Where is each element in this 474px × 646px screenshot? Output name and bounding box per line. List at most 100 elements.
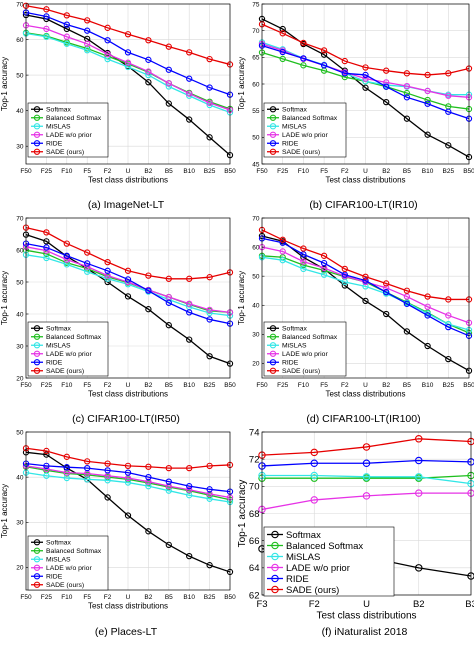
chart-svg-e: 20 30 40 50 F50 F25 F10 F5 F2 U B2 B5 B10 B25 B50 Test …	[0, 429, 236, 638]
x-axis-label: Test class distributions	[88, 602, 168, 611]
series-point-3	[145, 68, 152, 75]
series-point-3	[63, 256, 70, 263]
legend-swatch-marker-4	[269, 140, 277, 147]
series-point-1	[300, 62, 307, 69]
axes-box	[25, 431, 231, 591]
series-point-5	[310, 448, 319, 457]
x-tick-label: F3	[256, 599, 267, 610]
legend-label-5: SADE (ours)	[282, 149, 320, 156]
series-point-5	[124, 267, 132, 274]
series-point-5	[43, 229, 50, 236]
chart-panel-b: 45 50 55 60 65 70 75 F50 F25 F10 F5 F2 U B2 B5 B10 B25 B5…	[237, 0, 474, 219]
y-tick-label: 50	[252, 135, 260, 142]
series-point-5	[300, 39, 307, 47]
legend-label-1: Balanced Softmax	[46, 548, 102, 555]
series-point-0	[186, 116, 193, 123]
y-tick-label: 50	[252, 273, 260, 280]
series-point-4	[279, 48, 286, 56]
y-axis-label: Top-1 accuracy	[237, 271, 246, 325]
series-point-0	[43, 238, 50, 245]
x-tick-label: F25	[41, 594, 53, 601]
x-tick-label: U	[363, 599, 370, 610]
series-point-2	[124, 479, 132, 486]
series-point-4	[43, 462, 50, 470]
y-tick-label: 20	[16, 565, 24, 572]
series-point-5	[445, 296, 452, 303]
chart-panel-f: 62 64 66 68 70 72 74 F3 F2 U B2 B3 Test class distri…	[237, 427, 474, 646]
series-point-3	[415, 489, 423, 497]
series-point-0	[279, 25, 286, 33]
legend-label-3: LADE w/o prior	[46, 565, 92, 572]
x-axis-label: Test class distributions	[325, 176, 405, 185]
y-tick-label: 72	[249, 454, 260, 465]
legend-label-0: Softmax	[286, 530, 321, 541]
series-point-0	[445, 142, 452, 149]
legend-label-4: RIDE	[282, 141, 299, 148]
series-point-1	[279, 55, 286, 63]
chart-svg-b: 45 50 55 60 65 70 75 F50 F25 F10 F5 F2 U B2 B5 B10 B25 B5…	[237, 1, 474, 211]
chart-panel-a: 30 40 50 60 70 F50 F25 F10 F5 F2 U B2 B5 B10 B25 B50 Tes…	[0, 0, 237, 219]
legend-label-2: MiSLAS	[286, 552, 320, 563]
y-tick-label: 60	[252, 81, 260, 88]
series-point-5	[43, 447, 50, 455]
x-tick-label: B25	[204, 382, 216, 389]
series-point-0	[104, 494, 111, 501]
x-tick-label: B5	[165, 168, 173, 175]
x-tick-label: B5	[403, 168, 411, 175]
series-point-5	[362, 443, 371, 451]
series-point-5	[320, 252, 328, 259]
series-line-1	[25, 466, 231, 501]
x-tick-label: F10	[298, 168, 310, 175]
series-point-4	[145, 56, 152, 63]
series-point-5	[300, 245, 307, 252]
legend-swatch-marker-3	[271, 563, 279, 572]
series-point-4	[124, 469, 132, 476]
series-point-5	[383, 280, 390, 287]
x-tick-label: B2	[144, 168, 152, 175]
legend-swatch-marker-0	[33, 539, 41, 546]
series-line-1	[262, 474, 472, 479]
series-point-0	[145, 306, 152, 313]
series-point-5	[186, 49, 193, 56]
y-tick-label: 74	[249, 428, 260, 438]
legend-label-0: Softmax	[282, 107, 308, 114]
series-point-5	[206, 462, 213, 470]
x-tick-label: F5	[320, 168, 328, 175]
series-point-2	[279, 257, 286, 264]
x-tick-label: B25	[443, 382, 455, 389]
series-point-0	[206, 353, 213, 360]
legend-label-1: Balanced Softmax	[286, 541, 363, 552]
series-point-3	[383, 79, 390, 86]
series-point-3	[104, 50, 111, 58]
series-point-0	[403, 328, 411, 335]
x-tick-label: F2	[104, 168, 112, 175]
series-point-1	[403, 89, 411, 97]
series-point-4	[424, 100, 431, 107]
series-point-4	[84, 464, 91, 472]
series-point-4	[84, 260, 91, 267]
series-point-3	[206, 99, 213, 106]
series-line-3	[25, 465, 231, 499]
x-tick-label: F2	[341, 382, 349, 389]
legend-swatch-marker-3	[269, 131, 277, 138]
legend-label-2: MiSLAS	[46, 343, 71, 350]
legend-label-5: SADE (ours)	[286, 585, 339, 596]
legend-label-2: MiSLAS	[46, 557, 71, 564]
legend-label-3: LADE w/o prior	[282, 132, 328, 139]
x-axis-label: Test class distributions	[88, 390, 168, 399]
x-tick-label: B2	[413, 599, 425, 610]
series-line-4	[25, 462, 231, 493]
series-point-4	[63, 252, 70, 259]
y-tick-label: 40	[16, 311, 24, 318]
legend-label-5: SADE (ours)	[46, 149, 84, 156]
x-tick-label: B25	[443, 168, 455, 175]
series-point-0	[424, 131, 431, 138]
legend-swatch-marker-5	[269, 367, 277, 374]
series-point-4	[445, 108, 452, 115]
series-point-2	[310, 471, 319, 480]
chart-svg-a: 30 40 50 60 70 F50 F25 F10 F5 F2 U B2 B5 B10 B25 B50 Tes…	[0, 1, 236, 211]
y-tick-label: 50	[16, 429, 24, 436]
legend-swatch-marker-4	[271, 574, 279, 583]
legend-swatch-marker-1	[33, 547, 41, 554]
x-tick-label: F25	[277, 168, 289, 175]
